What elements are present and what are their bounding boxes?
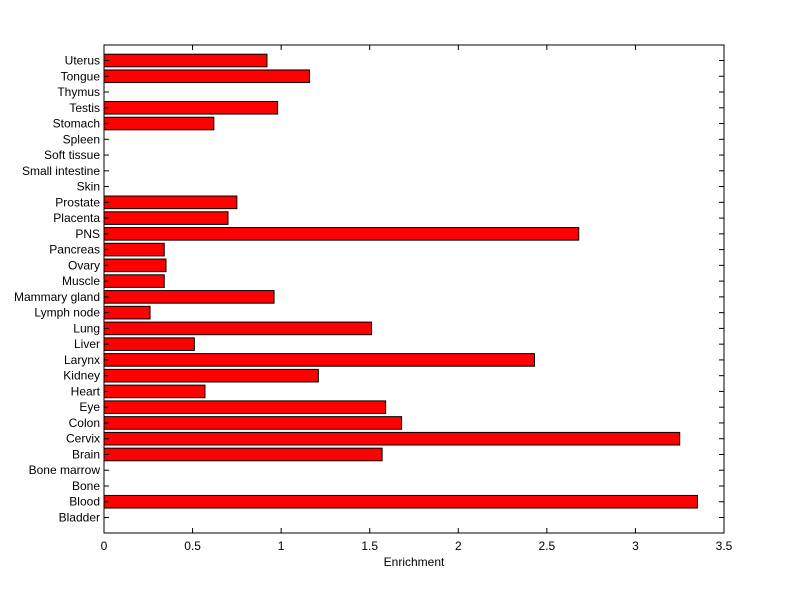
y-tick-label: Brain	[72, 447, 100, 461]
bar-pns	[103, 227, 580, 241]
y-tick-label: Mammary gland	[14, 290, 100, 304]
y-tick-label: Heart	[71, 384, 101, 398]
y-tick-label: Cervix	[66, 432, 100, 446]
bar-lung	[103, 321, 372, 336]
y-tick-label: Uterus	[65, 54, 100, 68]
y-tick-label: Thymus	[57, 85, 100, 99]
bar-mammary-gland	[103, 290, 275, 304]
bar-kidney	[103, 368, 319, 383]
y-tick-label: Bladder	[59, 511, 100, 525]
y-tick-label: Tongue	[61, 69, 101, 83]
x-tick-label: 1	[278, 539, 285, 553]
x-tick-label: 3	[632, 539, 639, 553]
y-tick-label: PNS	[75, 227, 100, 241]
bar-eye	[103, 400, 387, 414]
x-tick-label: 2.5	[539, 539, 556, 553]
bar-brain	[103, 447, 383, 462]
bar-cervix	[103, 431, 681, 446]
y-tick-label: Stomach	[53, 117, 100, 131]
bar-tongue	[103, 69, 310, 84]
y-tick-label: Lung	[73, 321, 100, 335]
y-tick-label: Testis	[69, 101, 100, 115]
bar-muscle	[103, 274, 165, 288]
bar-prostate	[103, 195, 238, 210]
y-tick-label: Pancreas	[49, 243, 100, 257]
y-tick-label: Muscle	[62, 274, 100, 288]
x-tick-label: 1.5	[361, 539, 378, 553]
bar-colon	[103, 416, 403, 430]
y-tick-label: Larynx	[64, 353, 100, 367]
y-tick-label: Bone	[72, 479, 100, 493]
y-tick-label: Skin	[77, 180, 100, 194]
bar-liver	[103, 337, 195, 351]
y-tick-label: Kidney	[63, 369, 100, 383]
axes-box	[103, 44, 725, 534]
bar-lymph-node	[103, 305, 151, 320]
y-tick-label: Small intestine	[22, 164, 100, 178]
x-tick-label: 0	[101, 539, 108, 553]
y-tick-label: Lymph node	[34, 306, 100, 320]
bars-group	[103, 53, 698, 509]
y-tick-label: Bone marrow	[29, 463, 101, 477]
x-tick-label: 3.5	[716, 539, 733, 553]
bar-pancreas	[103, 242, 165, 257]
bar-blood	[103, 494, 698, 509]
y-tick-label: Placenta	[53, 211, 100, 225]
x-tick-label: 2	[455, 539, 462, 553]
bar-stomach	[103, 116, 215, 131]
bar-larynx	[103, 353, 535, 367]
y-tick-label: Spleen	[63, 132, 100, 146]
x-axis-label: Enrichment	[384, 555, 445, 569]
y-tick-label: Ovary	[68, 258, 100, 272]
bar-heart	[103, 384, 206, 399]
y-tick-label: Eye	[79, 400, 100, 414]
bar-placenta	[103, 211, 229, 225]
x-tick-label: 0.5	[184, 539, 201, 553]
y-tick-label: Colon	[69, 416, 100, 430]
y-tick-label: Liver	[74, 337, 100, 351]
y-tick-label: Blood	[69, 495, 100, 509]
bar-uterus	[103, 53, 268, 68]
bar-ovary	[103, 258, 167, 273]
y-tick-label: Prostate	[55, 195, 100, 209]
y-tick-label: Soft tissue	[44, 148, 100, 162]
bar-testis	[103, 100, 279, 115]
